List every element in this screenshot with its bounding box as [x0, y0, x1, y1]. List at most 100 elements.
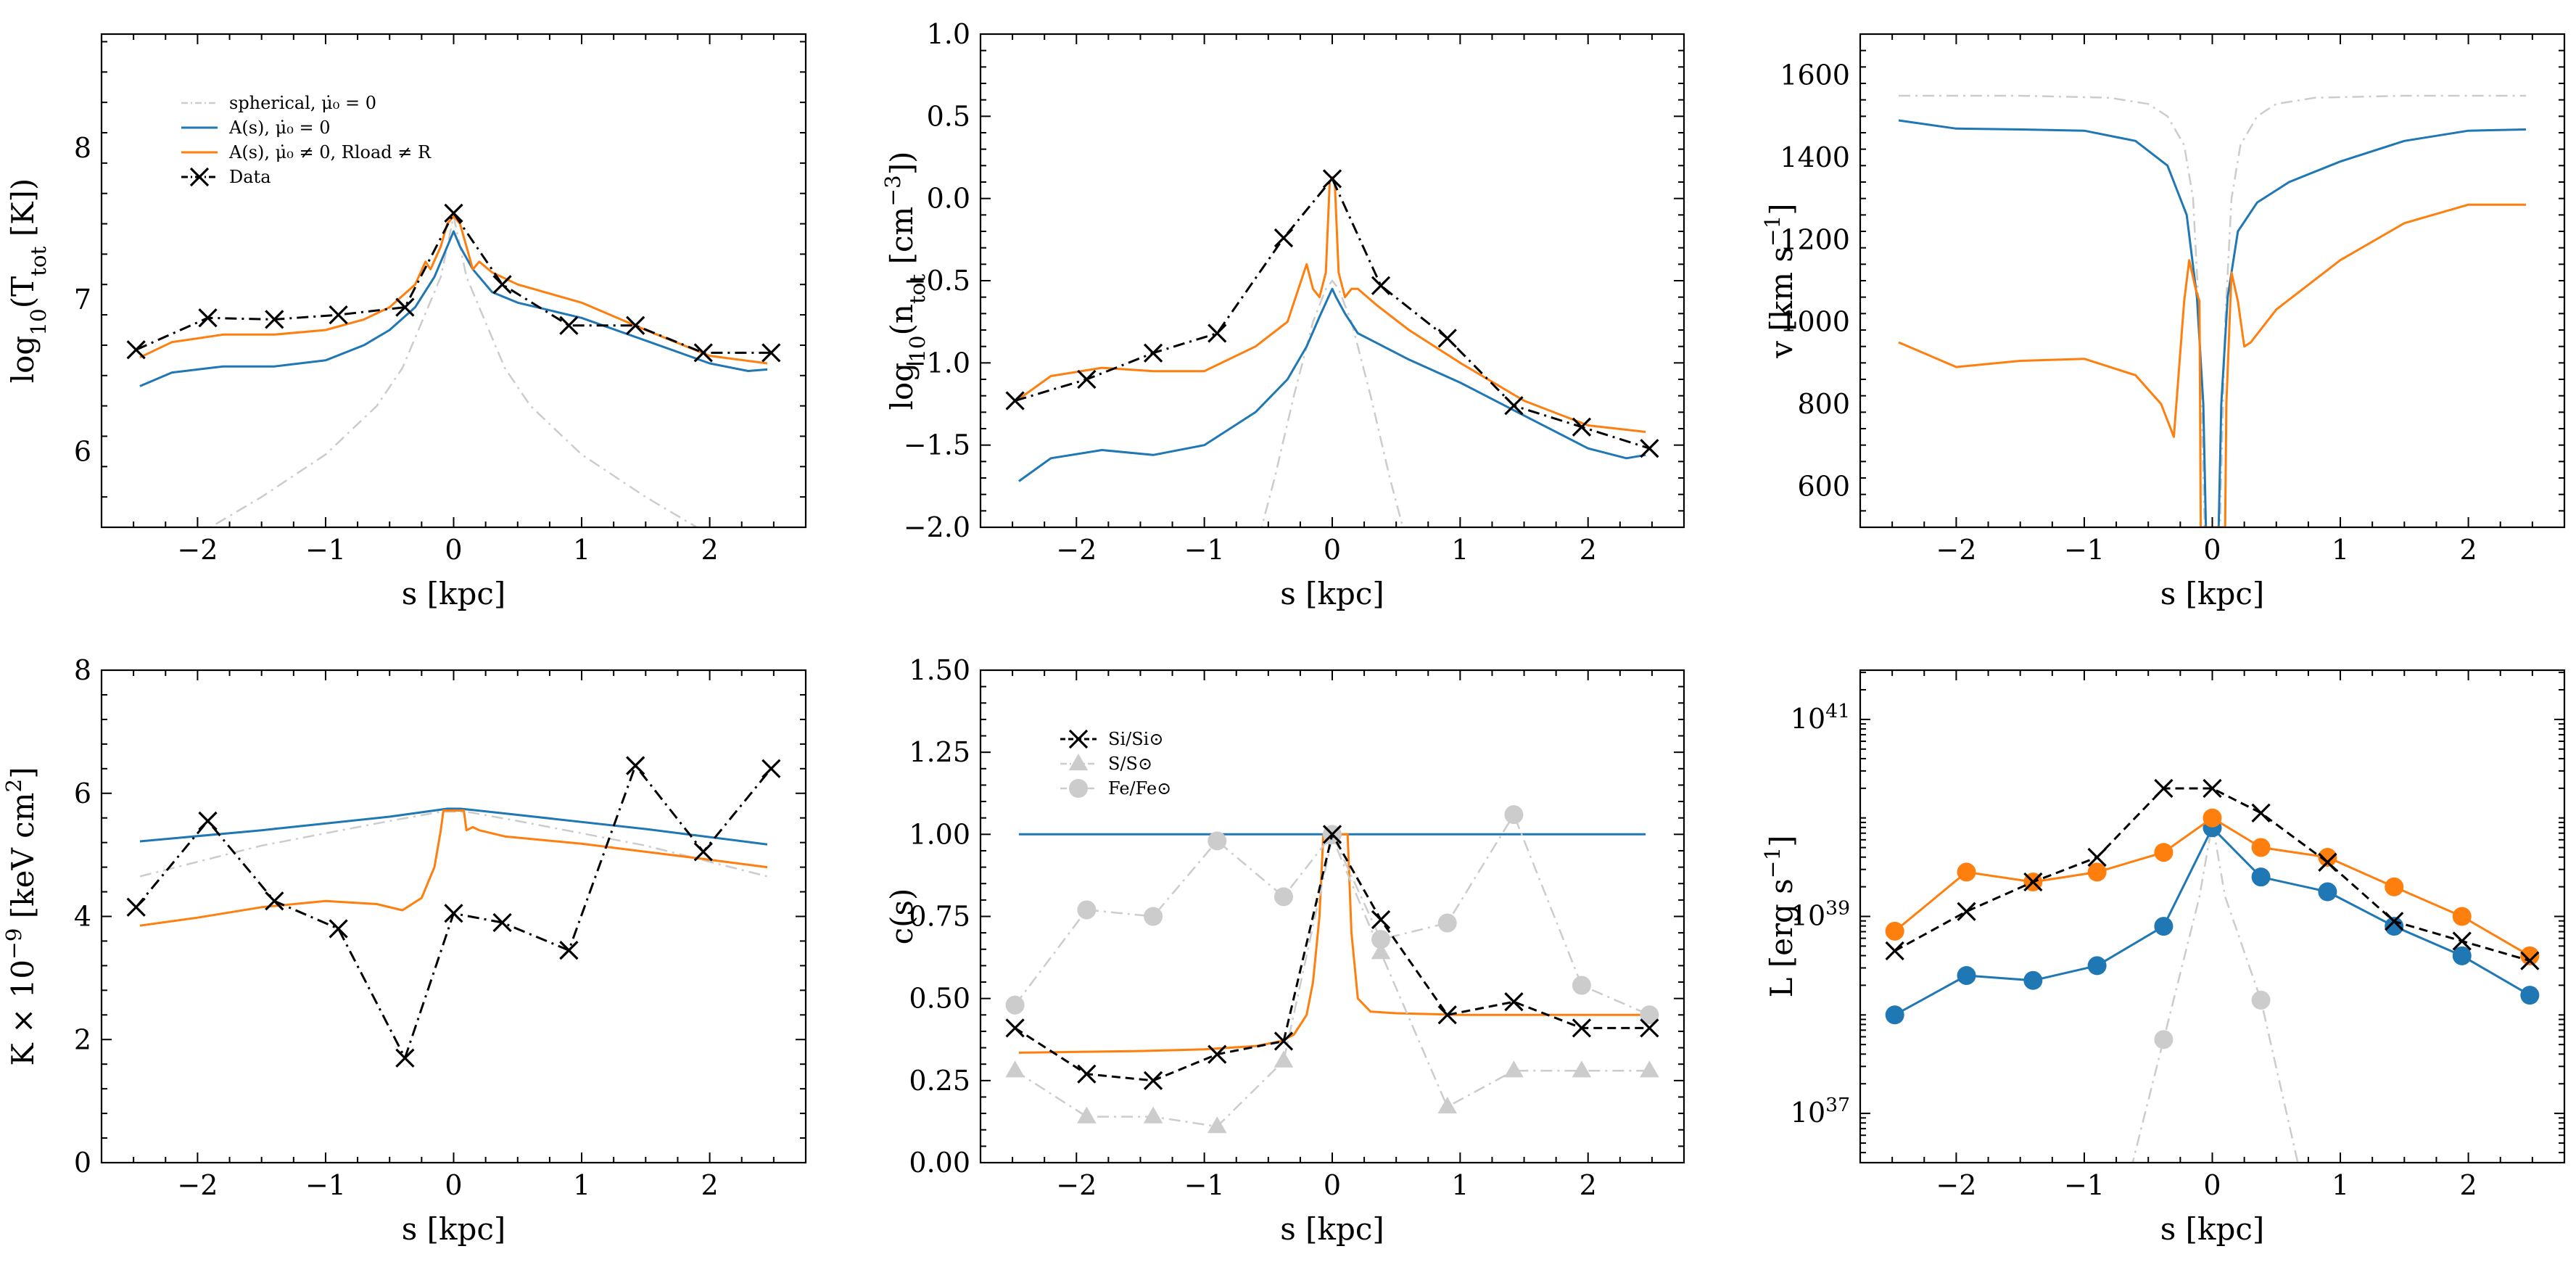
panel-top-left: −2 −1 0 1 2 6 7 8 s [kpc] log10(Ttot [K]) spherica… — [5, 33, 807, 611]
plot-area — [126, 203, 781, 527]
marker-data — [395, 1048, 415, 1068]
x-tick-label: −1 — [2064, 1169, 2105, 1201]
marker-As — [2251, 867, 2271, 887]
marker-Si — [1572, 1018, 1592, 1038]
axes-frame — [100, 33, 807, 529]
ticks — [102, 34, 806, 528]
marker-S — [1437, 1097, 1458, 1114]
plot-area — [1005, 805, 1659, 1134]
series-line-As_load — [1894, 817, 2531, 957]
series-line-Si — [1014, 833, 1650, 1082]
marker-S — [1572, 1060, 1592, 1078]
x-tick-label: −1 — [1184, 534, 1225, 566]
marker-S — [1504, 1060, 1524, 1078]
x-tick-label: −2 — [1056, 1169, 1097, 1201]
marker-data — [492, 275, 512, 294]
marker-data — [2520, 951, 2540, 970]
legend-marker-data — [189, 167, 210, 187]
marker-As_load — [2385, 877, 2404, 896]
marker-data — [2251, 803, 2271, 823]
series-line-spherical — [1899, 94, 2526, 527]
series-line-As_load — [1018, 833, 1646, 1054]
legend-label: S/S⊙ — [1108, 754, 1152, 774]
y-tick-label: 1200 — [1780, 223, 1850, 255]
marker-S — [1077, 1106, 1097, 1123]
marker-As_load — [2318, 848, 2337, 867]
y-tick-label: −2.0 — [904, 511, 970, 543]
y-tick-label: 1.0 — [927, 18, 970, 50]
x-tick-label: −1 — [1184, 1169, 1225, 1201]
marker-Fe — [1077, 900, 1097, 920]
marker-data — [1957, 902, 1976, 921]
y-tick-label: 1037 — [1791, 1094, 1850, 1129]
marker-data — [329, 305, 348, 325]
legend-label: Data — [229, 167, 271, 187]
x-tick-label: 0 — [2203, 534, 2221, 566]
legend-label: spherical, μ̇₀ = 0 — [229, 93, 376, 113]
series-line-As_load — [1898, 203, 2526, 527]
marker-S — [1005, 1060, 1025, 1078]
y-axis-label: v [km s−1] — [1760, 203, 1799, 358]
x-axis-label: s [kpc] — [402, 576, 506, 611]
marker-Si — [1208, 1044, 1227, 1064]
x-tick-label: 0 — [1324, 534, 1341, 566]
series-line-Fe — [1014, 813, 1650, 1016]
marker-As_load — [2452, 907, 2472, 926]
marker-data — [2087, 847, 2107, 867]
x-tick-label: −2 — [1936, 534, 1976, 566]
x-tick-label: −2 — [1936, 1169, 1976, 1201]
y-tick-label: 1041 — [1791, 699, 1850, 735]
marker-data — [329, 919, 348, 939]
marker-data — [626, 756, 645, 775]
y-tick-label: −1.0 — [904, 347, 970, 379]
y-tick-label: 8 — [74, 654, 91, 686]
legend-label: A(s), μ̇₀ = 0 — [228, 117, 331, 138]
marker-data — [1885, 941, 1904, 961]
marker-Si — [1273, 1031, 1294, 1051]
y-tick-label: 1.00 — [909, 818, 970, 850]
panel-top-middle: −2 −1 0 1 2 −2.0 −1.5 −1.0 −0.5 0.0 0.5 1.0 s [kpc] l… — [880, 18, 1685, 611]
plot-area — [1005, 169, 1659, 527]
x-tick-label: 1 — [2332, 534, 2349, 566]
x-tick-label: 1 — [573, 534, 590, 566]
y-tick-label: 1.50 — [909, 654, 970, 686]
x-tick-label: 0 — [445, 534, 462, 566]
y-tick-label: −1.5 — [904, 429, 970, 461]
x-axis-label: s [kpc] — [2160, 576, 2265, 611]
x-tick-label: 2 — [701, 1169, 718, 1201]
y-tick-label: 800 — [1797, 388, 1850, 420]
marker-data — [1208, 323, 1227, 343]
y-tick-label: 1000 — [1780, 306, 1850, 338]
marker-data — [2385, 912, 2404, 931]
marker-Si — [1143, 1071, 1163, 1090]
plot-area — [1898, 94, 2527, 527]
x-tick-label: 2 — [2459, 534, 2477, 566]
marker-S — [1273, 1050, 1294, 1068]
series-line-As_load — [1018, 176, 1646, 433]
legend-label: Si/Si⊙ — [1108, 729, 1163, 749]
marker-Si — [1371, 910, 1391, 930]
series-line-spherical — [139, 810, 768, 878]
marker-data — [444, 203, 463, 223]
marker-Fe — [1208, 831, 1227, 851]
ticks — [102, 669, 806, 1163]
marker-Si — [1640, 1018, 1659, 1038]
x-tick-label: 2 — [1580, 534, 1597, 566]
x-tick-label: 2 — [701, 534, 718, 566]
marker-As — [2087, 956, 2107, 976]
marker-Si — [1077, 1064, 1097, 1084]
marker-data — [1005, 391, 1025, 411]
y-tick-label: 1600 — [1780, 59, 1850, 91]
marker-As — [1885, 1005, 1904, 1025]
marker-Si — [1504, 992, 1524, 1012]
marker-data — [2023, 872, 2043, 892]
y-tick-label: 7 — [74, 284, 91, 316]
marker-data — [492, 912, 512, 933]
x-tick-label: 1 — [1451, 534, 1469, 566]
marker-data — [2154, 778, 2174, 799]
x-tick-label: 2 — [2459, 1169, 2477, 1201]
marker-data — [2452, 931, 2472, 951]
marker-S — [1143, 1106, 1163, 1123]
marker-As_load — [2087, 862, 2107, 882]
